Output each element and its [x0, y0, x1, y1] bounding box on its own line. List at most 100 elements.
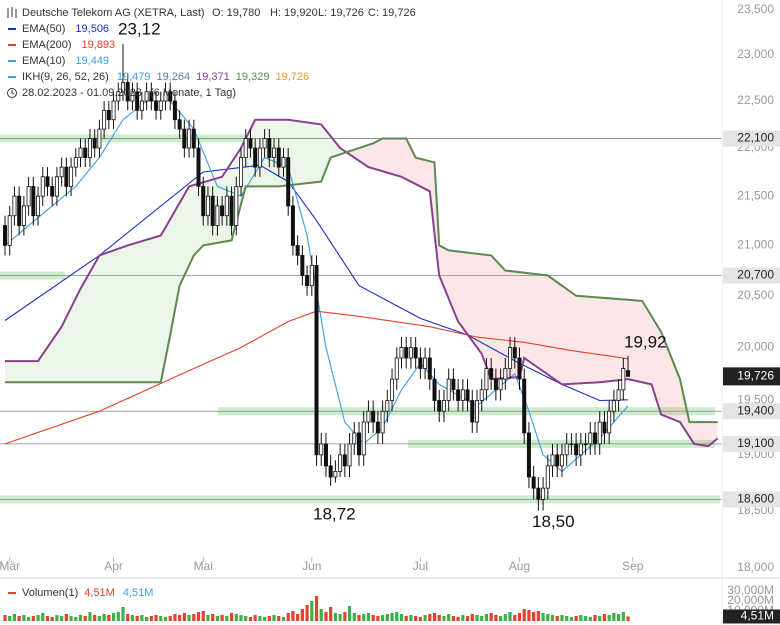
volume-bar	[456, 617, 460, 621]
volume-bar	[555, 616, 559, 621]
volume-bar	[296, 614, 300, 621]
volume-bar	[517, 613, 522, 621]
volume-bar	[45, 616, 50, 621]
candle-body	[191, 128, 196, 149]
volume-bar	[178, 615, 182, 621]
chart-icon	[7, 7, 17, 18]
volume-bar	[182, 613, 186, 621]
volume-bar	[612, 613, 616, 621]
candle-body	[361, 421, 366, 456]
candle-body	[69, 166, 74, 187]
candle-body	[262, 138, 267, 149]
candle-body	[238, 157, 243, 187]
candle-body	[394, 357, 399, 380]
volume-bar	[145, 617, 149, 621]
volume-bar	[83, 616, 87, 621]
volume-bar	[248, 617, 253, 621]
x-tick-label: Aug	[509, 559, 530, 573]
candle-body	[347, 443, 352, 467]
volume-bar	[281, 617, 286, 621]
candle-body	[224, 195, 229, 217]
level-label: 22,100	[737, 131, 774, 145]
volume-bar	[414, 616, 418, 621]
candle-body	[371, 410, 376, 423]
volume-bar	[272, 615, 276, 621]
candle-body	[83, 147, 88, 158]
candle-body	[323, 443, 328, 467]
last-price-label: 19,726	[737, 369, 774, 383]
candle-body	[456, 389, 461, 401]
y-tick-label: 18,000	[737, 560, 774, 574]
volume-bar	[522, 609, 526, 621]
volume-bar	[31, 616, 35, 621]
volume-bar	[69, 616, 73, 621]
volume-bar	[513, 615, 517, 621]
volume-bar	[310, 601, 314, 621]
volume-bar	[442, 616, 446, 621]
volume-bar	[36, 615, 40, 621]
volume-bar	[333, 613, 337, 621]
candle-body	[498, 378, 503, 391]
volume-bar	[583, 616, 588, 621]
y-tick-label: 23,000	[737, 47, 774, 61]
candle-body	[493, 378, 498, 391]
candle-body	[390, 378, 395, 401]
candle-body	[281, 157, 286, 168]
candle-body	[611, 400, 616, 412]
volume-bar	[215, 616, 219, 621]
volume-bar	[55, 615, 59, 621]
candle-body	[432, 378, 437, 401]
price-annotation: 19,92	[624, 332, 667, 351]
candle-body	[177, 119, 182, 130]
volume-bar	[480, 616, 484, 621]
volume-bar	[211, 614, 215, 621]
clock-icon	[7, 88, 17, 98]
volume-bar	[465, 616, 470, 621]
candle-body	[149, 91, 154, 102]
price-annotation: 18,72	[313, 504, 356, 523]
volume-bar	[111, 613, 116, 621]
volume-legend-value: 4,51M	[123, 587, 154, 599]
candle-body	[64, 166, 69, 187]
legend-value: 19,264	[156, 71, 190, 83]
volume-bar	[234, 614, 238, 621]
volume-legend-value: 4,51M	[84, 587, 115, 599]
volume-bar	[225, 616, 229, 621]
candle-body	[7, 215, 12, 246]
candle-body	[234, 186, 239, 226]
volume-bar	[196, 612, 201, 621]
volume-bar	[220, 615, 224, 621]
volume-bar	[617, 614, 621, 621]
volume-bar	[461, 615, 465, 621]
volume-bar	[168, 616, 172, 621]
candle-body	[305, 275, 310, 287]
volume-bar	[499, 616, 503, 621]
level-box	[723, 403, 780, 420]
x-tick-label: Mai	[194, 559, 213, 573]
series-layer	[3, 44, 719, 511]
volume-bar	[116, 612, 120, 621]
volume-bar	[399, 614, 404, 621]
volume-bar	[50, 617, 54, 621]
candle-body	[205, 195, 210, 217]
volume-bar	[135, 616, 139, 621]
level-box	[723, 130, 780, 147]
volume-bar	[602, 614, 607, 621]
volume-bar	[27, 617, 31, 621]
candle-body	[503, 368, 508, 380]
volume-bar	[404, 616, 408, 621]
volume-bar	[263, 617, 267, 621]
legend-label: EMA(10)	[22, 55, 65, 67]
candle-body	[413, 347, 418, 359]
volume-bar	[362, 614, 366, 621]
volume-bar	[64, 614, 68, 621]
x-tick-label: Jul	[413, 559, 428, 573]
candle-body	[87, 138, 92, 158]
volume-bar	[229, 613, 234, 621]
volume-bar	[508, 612, 512, 621]
candle-body	[3, 225, 8, 246]
candle-body	[243, 138, 248, 158]
volume-bar	[324, 612, 328, 621]
candle-body	[446, 378, 451, 401]
